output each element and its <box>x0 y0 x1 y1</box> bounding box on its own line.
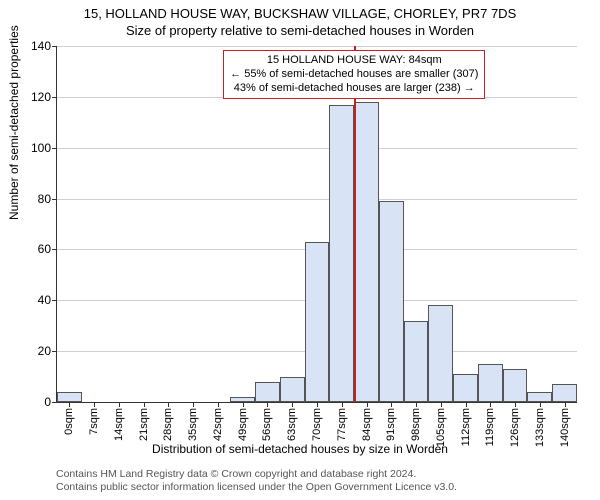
xtick-mark <box>193 402 194 407</box>
xtick-label: 84sqm <box>361 408 373 441</box>
xtick-mark <box>367 402 368 407</box>
attribution-line-1: Contains HM Land Registry data © Crown c… <box>56 468 457 481</box>
xtick-mark <box>490 402 491 407</box>
xtick-mark <box>416 402 417 407</box>
marker-line <box>354 46 356 402</box>
attribution-line-2: Contains public sector information licen… <box>56 481 457 494</box>
xtick-mark <box>218 402 219 407</box>
ytick-mark <box>52 46 57 47</box>
ytick-label: 0 <box>44 395 51 409</box>
xtick-label: 70sqm <box>311 408 323 441</box>
xtick-label: 35sqm <box>187 408 199 441</box>
ytick-mark <box>52 402 57 403</box>
xtick-label: 0sqm <box>63 408 75 435</box>
plot-area: 0204060801001201400sqm7sqm14sqm21sqm28sq… <box>56 46 577 403</box>
xtick-mark <box>441 402 442 407</box>
xtick-mark <box>69 402 70 407</box>
histogram-bar <box>428 305 453 402</box>
ytick-label: 60 <box>38 242 51 256</box>
histogram-bar <box>404 321 429 402</box>
histogram-bar <box>354 102 379 402</box>
y-axis-label: Number of semi-detached properties <box>7 25 21 220</box>
chart-title-line1: 15, HOLLAND HOUSE WAY, BUCKSHAW VILLAGE,… <box>0 0 600 23</box>
histogram-bar <box>280 377 305 402</box>
xtick-mark <box>243 402 244 407</box>
histogram-bar <box>57 392 82 402</box>
xtick-label: 56sqm <box>261 408 273 441</box>
xtick-mark <box>168 402 169 407</box>
ytick-label: 40 <box>38 293 51 307</box>
xtick-mark <box>119 402 120 407</box>
xtick-mark <box>94 402 95 407</box>
xtick-mark <box>144 402 145 407</box>
chart-container: 15, HOLLAND HOUSE WAY, BUCKSHAW VILLAGE,… <box>0 0 600 500</box>
histogram-bar <box>305 242 330 402</box>
ytick-label: 140 <box>31 39 51 53</box>
histogram-bar <box>379 201 404 402</box>
ytick-label: 80 <box>38 192 51 206</box>
xtick-label: 14sqm <box>113 408 125 441</box>
histogram-bar <box>478 364 503 402</box>
xtick-label: 28sqm <box>162 408 174 441</box>
xtick-label: 112sqm <box>460 408 472 446</box>
ytick-label: 20 <box>38 344 51 358</box>
xtick-label: 77sqm <box>336 408 348 441</box>
xtick-mark <box>342 402 343 407</box>
gridline <box>57 148 577 149</box>
xtick-label: 49sqm <box>237 408 249 441</box>
ytick-mark <box>52 300 57 301</box>
ytick-mark <box>52 148 57 149</box>
xtick-label: 119sqm <box>484 408 496 446</box>
xtick-label: 63sqm <box>286 408 298 441</box>
histogram-bar <box>453 374 478 402</box>
info-line-3: 43% of semi-detached houses are larger (… <box>230 82 478 96</box>
xtick-label: 7sqm <box>88 408 100 435</box>
histogram-bar <box>503 369 528 402</box>
xtick-label: 21sqm <box>138 408 150 441</box>
chart-title-line2: Size of property relative to semi-detach… <box>0 23 600 40</box>
xtick-mark <box>540 402 541 407</box>
ytick-label: 100 <box>31 141 51 155</box>
gridline <box>57 46 577 47</box>
ytick-mark <box>52 97 57 98</box>
histogram-bar <box>552 384 577 402</box>
xtick-mark <box>466 402 467 407</box>
histogram-bar <box>329 105 354 403</box>
xtick-label: 98sqm <box>410 408 422 441</box>
histogram-bar <box>255 382 280 402</box>
xtick-mark <box>317 402 318 407</box>
info-line-1: 15 HOLLAND HOUSE WAY: 84sqm <box>230 54 478 68</box>
xtick-mark <box>515 402 516 407</box>
xtick-mark <box>267 402 268 407</box>
xtick-mark <box>565 402 566 407</box>
xtick-mark <box>292 402 293 407</box>
histogram-bar <box>527 392 552 402</box>
xtick-label: 91sqm <box>385 408 397 441</box>
info-line-2: ← 55% of semi-detached houses are smalle… <box>230 68 478 82</box>
gridline <box>57 199 577 200</box>
ytick-mark <box>52 351 57 352</box>
ytick-mark <box>52 249 57 250</box>
ytick-mark <box>52 199 57 200</box>
xtick-mark <box>391 402 392 407</box>
ytick-label: 120 <box>31 90 51 104</box>
attribution-text: Contains HM Land Registry data © Crown c… <box>56 468 457 494</box>
info-box: 15 HOLLAND HOUSE WAY: 84sqm← 55% of semi… <box>223 50 485 99</box>
x-axis-label: Distribution of semi-detached houses by … <box>0 442 600 456</box>
xtick-label: 42sqm <box>212 408 224 441</box>
